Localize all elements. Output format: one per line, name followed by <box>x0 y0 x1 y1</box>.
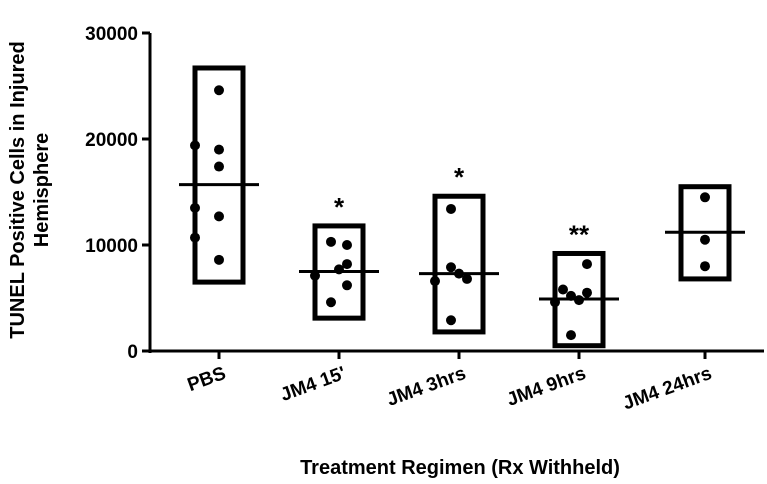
data-point <box>700 192 710 203</box>
data-point <box>190 140 200 151</box>
data-point <box>342 240 352 250</box>
data-point <box>558 284 568 295</box>
x-tick-label: JM4 24hrs <box>620 363 715 415</box>
data-point <box>334 264 344 275</box>
range-box <box>192 65 246 285</box>
data-point <box>582 259 592 270</box>
data-point <box>446 262 456 273</box>
data-point <box>214 85 224 96</box>
data-point <box>326 236 336 247</box>
data-point <box>446 203 456 214</box>
data-point <box>700 234 710 245</box>
x-tick-label: PBS <box>185 363 229 396</box>
data-point <box>342 259 352 270</box>
data-point <box>214 161 224 172</box>
data-point <box>430 276 440 287</box>
y-tick-label: 20000 <box>85 130 138 151</box>
data-point <box>700 261 710 272</box>
data-point <box>462 273 472 284</box>
data-point <box>582 287 592 298</box>
y-axis-label-line-2: Hemisphere <box>31 133 53 248</box>
data-point <box>550 297 560 308</box>
data-point <box>310 270 320 281</box>
data-point <box>214 254 224 265</box>
significance-marker: * <box>334 192 345 222</box>
range-box <box>432 193 486 335</box>
data-point <box>342 280 352 291</box>
x-axis: PBS JM4 15' JM4 3hrs JM4 9hrs JM4 24hrs <box>148 349 764 415</box>
data-point <box>190 232 200 243</box>
x-tick-label: JM4 9hrs <box>504 363 589 411</box>
significance-marker: * <box>454 162 465 192</box>
data-point <box>190 202 200 213</box>
x-axis-label: Treatment Regimen (Rx Withheld) <box>300 457 620 479</box>
y-tick-label: 30000 <box>85 24 138 45</box>
y-axis-label-line-1: TUNEL Positive Cells in Injured <box>7 41 29 338</box>
data-point <box>214 211 224 222</box>
x-tick-label: JM4 3hrs <box>384 363 469 411</box>
data-point <box>214 144 224 155</box>
x-tick-label: JM4 15' <box>278 363 349 406</box>
data-point <box>446 315 456 326</box>
y-tick-label: 10000 <box>85 236 138 257</box>
data-point <box>454 268 464 279</box>
significance-marker: ** <box>569 219 590 249</box>
y-axis: 0 10000 20000 30000 <box>85 24 152 363</box>
y-tick-label: 0 <box>127 342 138 363</box>
data-point <box>326 297 336 308</box>
data-point <box>566 290 576 301</box>
data-point <box>574 295 584 306</box>
plot-area: **** <box>179 65 745 349</box>
data-point <box>566 330 576 341</box>
